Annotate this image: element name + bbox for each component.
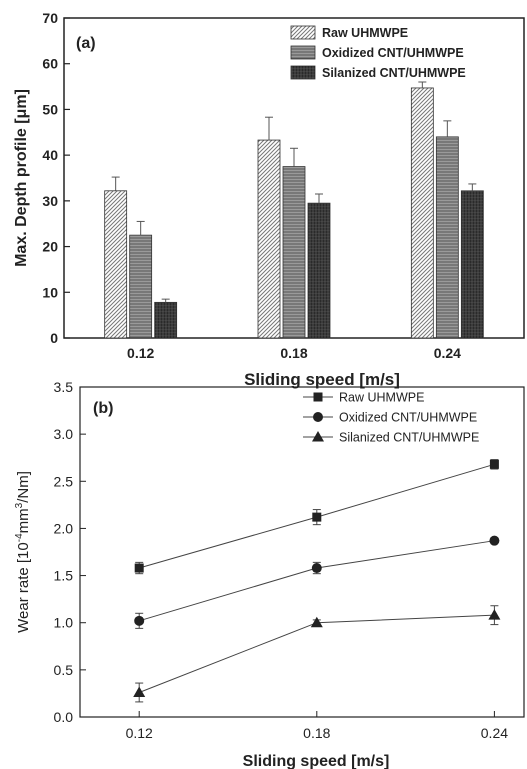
data-point <box>488 609 501 620</box>
panel-b-x-axis-label: Sliding speed [m/s] <box>243 753 390 769</box>
y-tick-label: 3.5 <box>54 379 74 395</box>
bar <box>257 139 281 339</box>
data-point <box>311 563 322 574</box>
legend-marker <box>312 431 324 442</box>
data-point <box>489 535 500 546</box>
legend-swatch <box>290 65 316 80</box>
y-tick-label: 1.5 <box>54 568 74 584</box>
x-tick-label: 0.12 <box>127 345 154 361</box>
panel-a-legend: Raw UHMWPE Oxidized CNT/UHMWPE Silanized C… <box>290 25 466 80</box>
y-tick-label: 3.0 <box>54 426 74 442</box>
legend-label: Oxidized CNT/UHMWPE <box>339 411 477 425</box>
y-tick-label: 20 <box>42 239 58 255</box>
legend-label: Silanized CNT/UHMWPE <box>339 431 479 445</box>
bar <box>460 190 484 339</box>
panel-a-y-axis: 0 10 20 30 40 50 60 70 <box>42 10 70 346</box>
y-tick-label: 50 <box>42 101 58 117</box>
legend-label: Raw UHMWPE <box>339 391 424 405</box>
y-tick-label: 0.5 <box>54 662 74 678</box>
legend-marker <box>313 392 323 402</box>
panel-a-label: (a) <box>76 35 96 52</box>
y-tick-label: 60 <box>42 56 58 72</box>
panel-b-x-axis: 0.12 0.18 0.24 <box>126 711 508 741</box>
panel-a-bar-chart: (a) 0 10 20 30 40 50 60 70 0.12 0.18 0.24 Raw UHM… <box>13 10 525 389</box>
panel-b-y-axis: 0.0 0.5 1.0 1.5 2.0 2.5 3.0 3.5 <box>54 379 86 725</box>
y-tick-label: 30 <box>42 193 58 209</box>
bar <box>104 190 128 339</box>
y-tick-label: 10 <box>42 284 58 300</box>
x-tick-label: 0.18 <box>280 345 307 361</box>
panel-b-plot-frame <box>79 386 525 718</box>
y-tick-label: 40 <box>42 147 58 163</box>
bar <box>129 234 153 339</box>
legend-swatch <box>290 25 316 40</box>
data-point <box>134 563 144 573</box>
y-tick-label: 2.0 <box>54 520 74 536</box>
bar <box>410 87 434 339</box>
bar <box>282 166 306 339</box>
y-tick-label: 1.0 <box>54 615 74 631</box>
legend-marker <box>313 412 323 422</box>
panel-b-line-chart: (b) 0.0 0.5 1.0 1.5 2.0 2.5 3.0 3.5 0.12 0.18 0.2… <box>14 379 525 769</box>
x-tick-label: 0.24 <box>434 345 461 361</box>
bar <box>435 136 459 339</box>
legend-label: Oxidized CNT/UHMWPE <box>322 46 464 60</box>
y-tick-label: 2.5 <box>54 473 74 489</box>
data-point <box>310 616 323 628</box>
legend-label: Silanized CNT/UHMWPE <box>322 66 466 80</box>
panel-b-series <box>133 459 501 703</box>
panel-b-legend: Raw UHMWPE Oxidized CNT/UHMWPE Silanized C… <box>303 391 479 445</box>
data-point <box>489 459 499 469</box>
panel-b-label: (b) <box>93 400 113 417</box>
legend-swatch <box>290 45 316 60</box>
data-point <box>134 615 145 626</box>
panel-a-y-axis-label: Max. Depth profile [μm] <box>13 89 30 267</box>
bar <box>154 301 178 339</box>
x-tick-label: 0.24 <box>481 725 508 741</box>
y-tick-label: 0 <box>50 330 58 346</box>
bar <box>307 202 331 339</box>
x-tick-label: 0.12 <box>126 725 153 741</box>
data-point <box>312 512 322 522</box>
panel-a-x-axis-label: Sliding speed [m/s] <box>244 370 400 389</box>
y-tick-label: 70 <box>42 10 58 26</box>
panel-b-y-axis-label: Wear rate [10-4mm3/Nm] <box>14 471 32 633</box>
x-tick-label: 0.18 <box>303 725 330 741</box>
legend-label: Raw UHMWPE <box>322 26 408 40</box>
panel-a-bars <box>104 81 484 339</box>
data-point <box>133 686 146 697</box>
y-tick-label: 0.0 <box>54 709 74 725</box>
